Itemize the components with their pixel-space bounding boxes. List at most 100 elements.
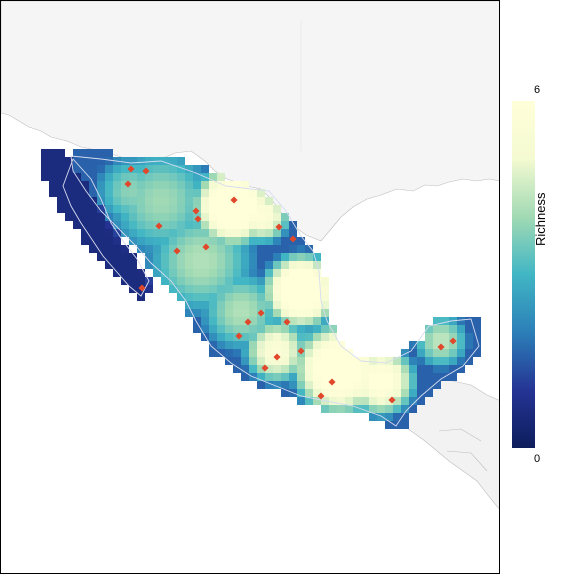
raster-cell — [105, 245, 113, 253]
raster-cell — [433, 381, 441, 389]
raster-cell — [89, 213, 97, 221]
raster-cell — [145, 237, 153, 245]
raster-cell — [233, 357, 241, 365]
raster-cell — [249, 229, 257, 237]
raster-cell — [185, 197, 193, 205]
raster-cell — [417, 357, 425, 365]
raster-cell — [457, 365, 465, 373]
raster-cell — [73, 181, 81, 189]
raster-cell — [401, 389, 409, 397]
raster-cell — [417, 349, 425, 357]
raster-cell — [145, 213, 153, 221]
raster-cell — [185, 309, 193, 317]
raster-cell — [393, 405, 401, 413]
raster-cell — [441, 325, 449, 333]
occurrence-point — [202, 243, 210, 251]
raster-cell — [129, 157, 137, 165]
raster-cell — [265, 285, 273, 293]
raster-cell — [273, 365, 281, 373]
raster-cell — [177, 189, 185, 197]
raster-cell — [313, 317, 321, 325]
occurrence-points — [124, 165, 457, 404]
raster-cell — [257, 213, 265, 221]
raster-cell — [121, 173, 129, 181]
raster-cell — [217, 309, 225, 317]
raster-cell — [113, 253, 121, 261]
raster-cell — [257, 333, 265, 341]
raster-cell — [273, 317, 281, 325]
raster-cell — [249, 197, 257, 205]
raster-cell — [137, 157, 145, 165]
raster-cell — [137, 293, 145, 301]
occurrence-point — [244, 318, 252, 326]
raster-cell — [193, 277, 201, 285]
raster-cell — [129, 189, 137, 197]
raster-cell — [89, 229, 97, 237]
raster-cell — [329, 365, 337, 373]
raster-cell — [409, 405, 417, 413]
raster-cell — [297, 397, 305, 405]
raster-cell — [257, 341, 265, 349]
occurrence-point — [124, 180, 132, 188]
raster-cell — [225, 237, 233, 245]
raster-cell — [185, 269, 193, 277]
raster-cell — [329, 381, 337, 389]
raster-cell — [185, 301, 193, 309]
raster-cell — [457, 357, 465, 365]
raster-cell — [265, 237, 273, 245]
raster-cell — [465, 333, 473, 341]
raster-cell — [241, 221, 249, 229]
raster-cell — [305, 389, 313, 397]
raster-cell — [265, 293, 273, 301]
raster-cell — [417, 397, 425, 405]
raster-cell — [281, 269, 289, 277]
raster-cell — [233, 205, 241, 213]
raster-cell — [257, 197, 265, 205]
raster-cell — [361, 397, 369, 405]
raster-cell — [209, 213, 217, 221]
raster-cell — [129, 213, 137, 221]
raster-cell — [177, 205, 185, 213]
raster-cell — [313, 253, 321, 261]
raster-cell — [273, 213, 281, 221]
raster-cell — [297, 365, 305, 373]
raster-cell — [233, 197, 241, 205]
raster-cell — [177, 285, 185, 293]
raster-cell — [321, 373, 329, 381]
raster-cell — [145, 197, 153, 205]
raster-cell — [449, 373, 457, 381]
raster-cell — [425, 349, 433, 357]
raster-cell — [225, 181, 233, 189]
raster-cell — [209, 317, 217, 325]
raster-cell — [185, 189, 193, 197]
raster-cell — [297, 269, 305, 277]
raster-cell — [169, 197, 177, 205]
raster-cell — [225, 189, 233, 197]
raster-cell — [137, 165, 145, 173]
occurrence-point — [142, 167, 150, 175]
raster-cell — [329, 373, 337, 381]
raster-cell — [145, 253, 153, 261]
raster-cell — [273, 301, 281, 309]
raster-cell — [241, 229, 249, 237]
raster-cell — [465, 317, 473, 325]
raster-cell — [273, 245, 281, 253]
raster-cell — [209, 229, 217, 237]
raster-cell — [441, 333, 449, 341]
raster-cell — [49, 157, 57, 165]
raster-cell — [313, 277, 321, 285]
raster-cell — [193, 197, 201, 205]
raster-cell — [297, 317, 305, 325]
raster-cell — [281, 237, 289, 245]
raster-cell — [97, 229, 105, 237]
raster-cell — [281, 341, 289, 349]
raster-cell — [217, 253, 225, 261]
raster-cell — [297, 333, 305, 341]
raster-cell — [281, 373, 289, 381]
legend-title: Richness — [533, 192, 548, 246]
occurrence-point — [437, 343, 445, 351]
raster-cell — [297, 389, 305, 397]
raster-cell — [281, 357, 289, 365]
raster-cell — [273, 253, 281, 261]
raster-cell — [169, 245, 177, 253]
